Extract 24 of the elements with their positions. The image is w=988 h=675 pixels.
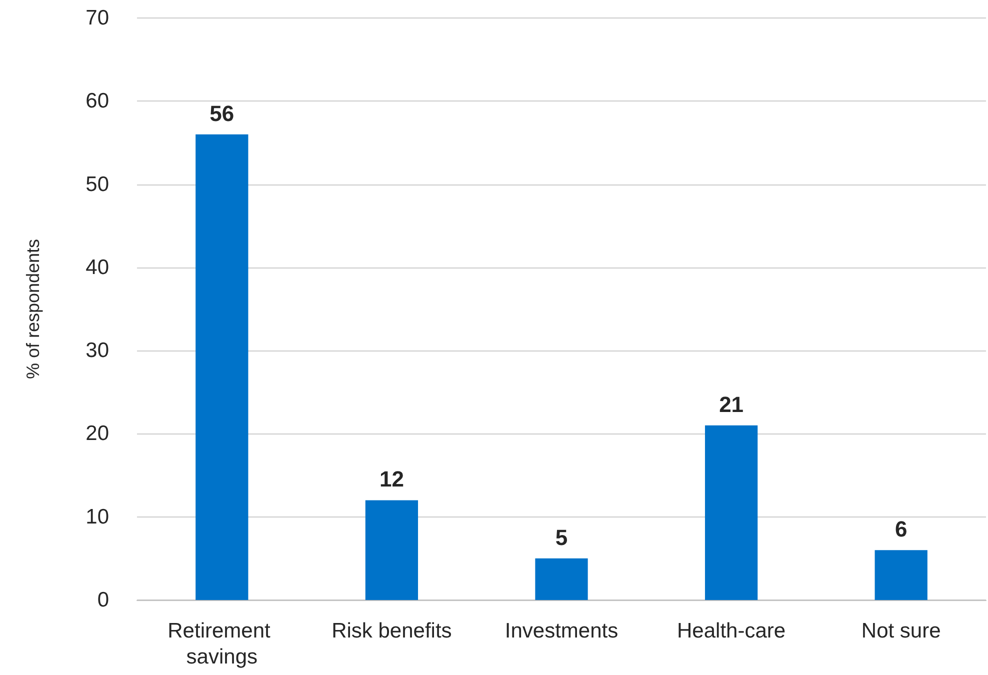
y-tick-label: 20: [86, 422, 109, 446]
data-label: 5: [555, 524, 568, 550]
x-tick-label: Retirement savings: [168, 620, 276, 668]
y-tick-label: 0: [97, 588, 109, 612]
y-axis-title: % of respondents: [23, 238, 43, 380]
y-tick-label: 70: [86, 6, 109, 30]
bar: [196, 134, 248, 600]
bar: [535, 558, 588, 600]
y-tick-label: 60: [86, 90, 109, 113]
data-label: 6: [894, 516, 908, 542]
x-tick-label: Health-care: [677, 620, 786, 642]
y-tick-label: 50: [86, 172, 109, 196]
y-tick-label: 30: [86, 339, 109, 362]
x-tick-label: Investments: [504, 620, 618, 642]
x-tick-label: Risk benefits: [332, 620, 452, 642]
data-label: 21: [719, 392, 744, 417]
data-label: 56: [210, 100, 234, 126]
y-tick-label: 10: [86, 505, 109, 528]
y-tick-label: 40: [86, 256, 109, 279]
x-tick-label: Not sure: [861, 620, 941, 642]
bar: [874, 550, 928, 600]
bar: [365, 500, 418, 600]
data-label: 12: [379, 466, 404, 492]
bar: [704, 425, 758, 600]
